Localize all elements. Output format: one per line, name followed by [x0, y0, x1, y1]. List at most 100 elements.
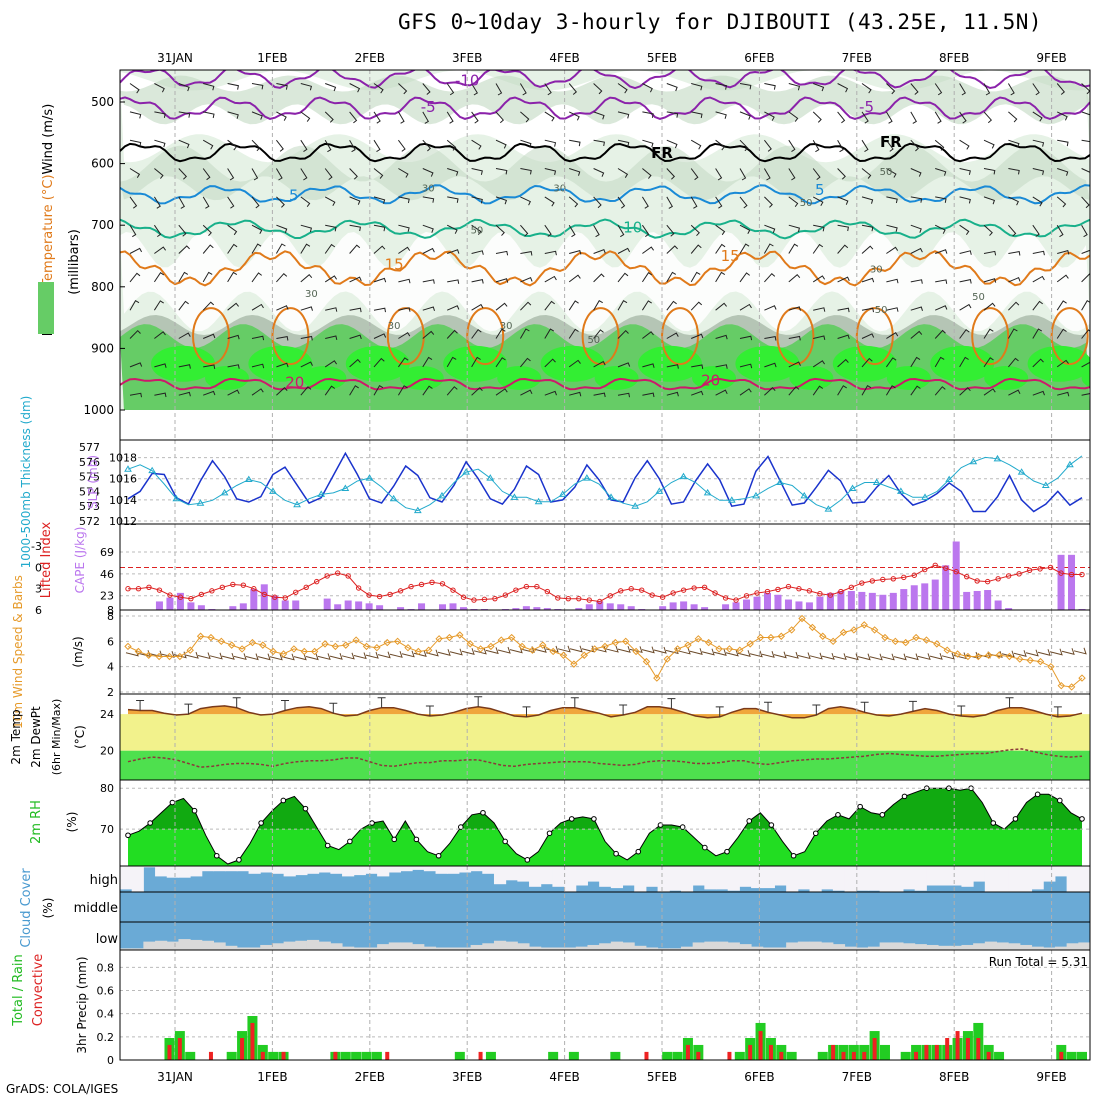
wind-speed-marker	[331, 642, 340, 651]
cloud-high-clear	[751, 866, 764, 889]
lifted-index-axis-label: Lifted Index	[39, 521, 54, 598]
wind-barb	[910, 306, 923, 311]
wind-speed-marker	[238, 645, 246, 653]
precip-convective-bar	[1059, 1051, 1064, 1060]
surface-wind-barb	[197, 652, 211, 660]
cloud-low-amount	[248, 947, 261, 950]
lifted-index-marker	[366, 592, 372, 598]
wind-barb	[544, 300, 555, 311]
wind-speed-marker	[165, 652, 174, 661]
wind-speed-marker	[1026, 656, 1034, 665]
wind-barb	[397, 111, 405, 124]
thickness-tick-label: 574	[79, 485, 100, 498]
cloud-low-amount	[517, 943, 530, 950]
wind-barb	[1057, 139, 1069, 147]
wind-barb	[275, 168, 283, 181]
precip-total-bar	[900, 1051, 911, 1060]
wind-barb	[763, 168, 771, 181]
surface-wind-barb	[737, 650, 751, 657]
wind-barb	[959, 387, 971, 396]
cape-bar	[784, 599, 792, 610]
cloud-low-amount	[342, 946, 355, 950]
surface-wind-barb	[725, 649, 739, 657]
rh2m-marker	[435, 852, 442, 859]
cape-bar	[837, 590, 845, 610]
thickness-marker	[1017, 468, 1026, 475]
wind-speed-marker	[227, 641, 236, 649]
wind-barb	[642, 168, 652, 179]
wind-barb	[837, 139, 844, 153]
cloud-low-amount	[867, 946, 881, 950]
cape-bar	[1057, 554, 1065, 610]
wind-barb	[861, 168, 872, 179]
thickness-marker	[486, 474, 495, 481]
cloud-high-clear	[412, 866, 425, 870]
wind-barb	[1032, 224, 1040, 237]
wind-barb	[324, 111, 334, 123]
wind-barb	[568, 328, 579, 339]
precip-total-bar	[268, 1051, 279, 1060]
cloud-low-amount	[891, 942, 904, 950]
wind-barb	[715, 224, 726, 236]
isotherm-10	[120, 218, 1090, 240]
cloud-low-amount	[914, 944, 927, 950]
cape-bar	[879, 594, 887, 610]
wind-barb	[300, 273, 313, 283]
wind-barb	[593, 168, 605, 177]
cape-bar	[774, 594, 782, 610]
wind-barb	[593, 224, 600, 238]
wind-barb	[983, 224, 993, 236]
lifted-index-marker	[460, 594, 467, 600]
wind-barb	[1032, 300, 1043, 311]
wind-speed-marker	[196, 632, 205, 640]
wind-speed-marker	[653, 674, 661, 682]
wind-speed-marker	[383, 638, 391, 647]
lifted-index-marker	[523, 583, 530, 590]
date-tick-top: 3FEB	[452, 51, 482, 65]
cloud-low-amount	[1008, 943, 1021, 950]
wind-barb	[1056, 83, 1066, 95]
rh-bright-blob	[789, 365, 834, 390]
wind-barb	[519, 328, 530, 339]
wind-speed-marker	[1067, 683, 1076, 691]
wind-barb	[544, 111, 555, 122]
wind-barb	[861, 277, 875, 283]
cloud-high-clear	[575, 866, 588, 886]
lifted-index-tick-label: 6	[35, 604, 42, 617]
wind-barb	[422, 196, 435, 203]
lifted-index-marker	[974, 578, 980, 584]
wind-barb	[520, 301, 532, 311]
lifted-index-marker	[649, 592, 655, 598]
date-tick-bottom: 9FEB	[1036, 1070, 1066, 1084]
wind-barb	[568, 274, 581, 283]
wind-barb	[812, 168, 821, 180]
lifted-index-marker	[827, 592, 834, 598]
surface-wind-barb	[917, 653, 931, 661]
cloud-low-amount	[143, 941, 156, 950]
lifted-index-marker	[775, 586, 781, 593]
cloud-high-clear	[225, 866, 238, 872]
cloud-high-clear	[400, 866, 413, 872]
wind-barb	[935, 249, 948, 254]
cape-bar	[1005, 608, 1013, 610]
rh2m-marker	[857, 803, 863, 810]
cloud-high-clear	[879, 866, 892, 892]
cloud-low-amount	[844, 946, 857, 950]
wind-barb	[178, 196, 185, 209]
wind-barb	[1032, 358, 1044, 368]
cape-bar	[229, 606, 237, 610]
wind-barb	[593, 111, 605, 120]
wind-barb	[837, 307, 850, 313]
lifted-index-marker	[984, 578, 991, 585]
wind-barb	[227, 224, 238, 236]
cloud-low-amount	[295, 940, 308, 950]
lifted-index-marker	[555, 595, 561, 601]
surface-wind-barb	[185, 651, 199, 659]
wind-barb	[129, 392, 142, 398]
wind-barb	[397, 385, 408, 396]
rh-contour-label: 50	[471, 226, 484, 237]
cloud-low-amount	[447, 947, 460, 950]
lifted-index-marker	[712, 590, 718, 596]
cloud-high-clear	[388, 866, 401, 873]
cloud-low-amount	[1031, 946, 1044, 950]
